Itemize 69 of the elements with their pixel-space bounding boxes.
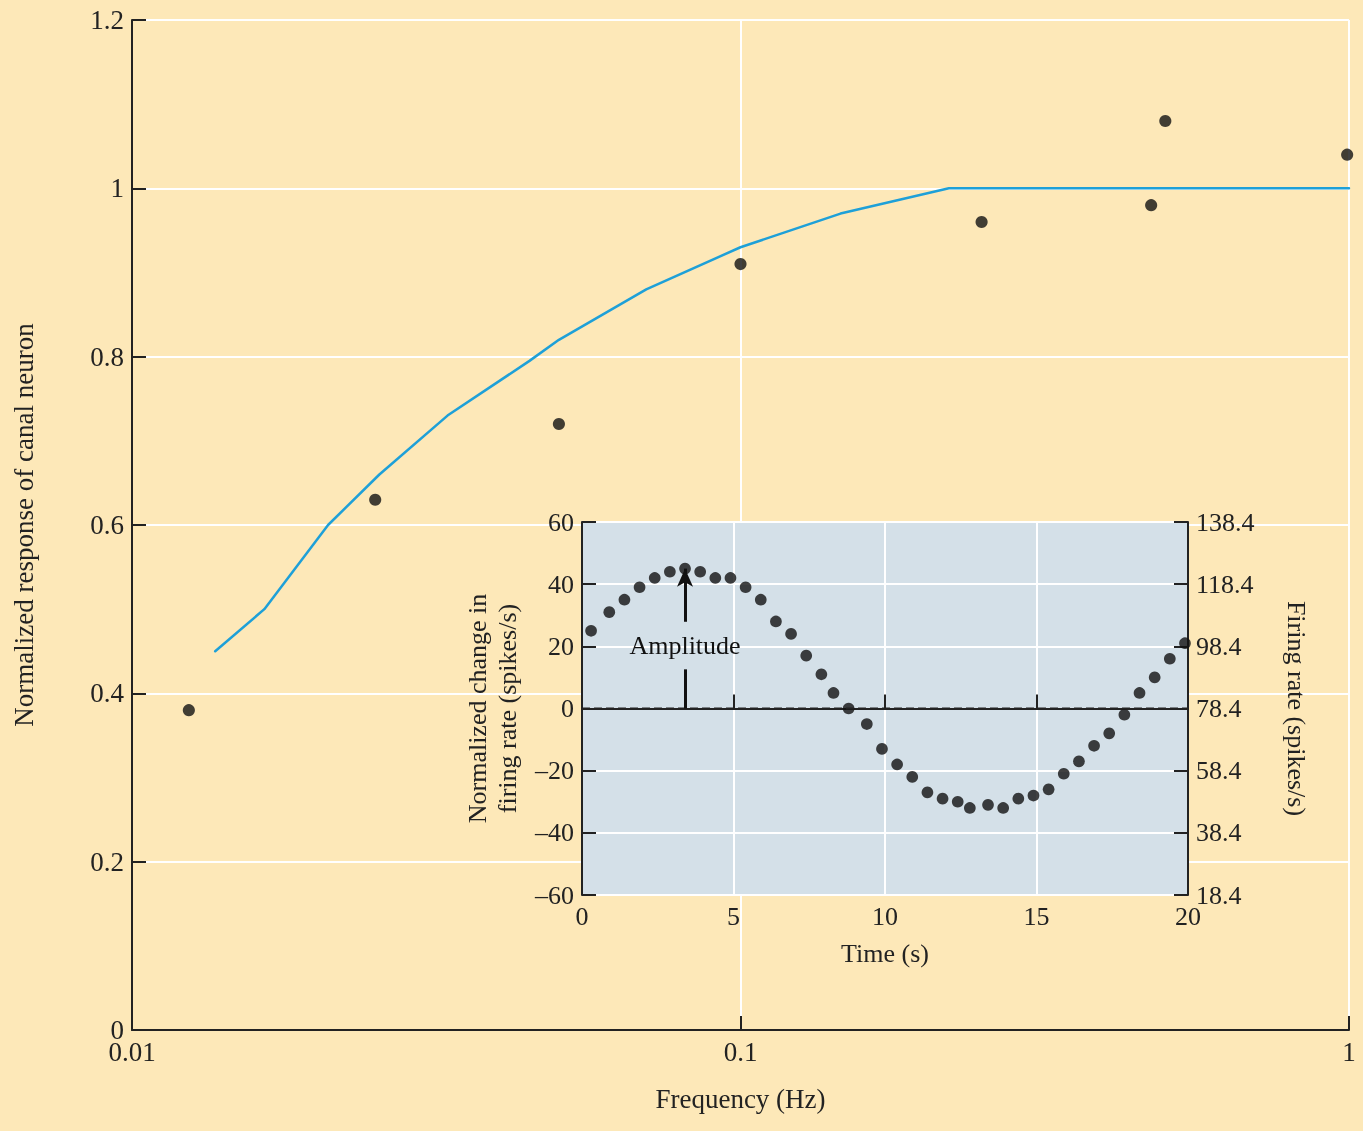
point <box>1057 767 1070 780</box>
y2-tick-label: 58.4 <box>1196 756 1242 786</box>
point <box>1179 637 1191 650</box>
point <box>648 572 661 584</box>
y-tick-label: 0 <box>561 694 574 723</box>
point <box>876 743 888 755</box>
point <box>921 786 934 799</box>
x-tick-label: 0.1 <box>723 1036 758 1067</box>
x-tick-label: 1 <box>1342 1036 1356 1067</box>
point <box>815 668 828 681</box>
y-tick-label: 1.2 <box>90 5 124 35</box>
point <box>906 771 919 783</box>
y-axis-title: Normalized response of canal neuron <box>8 322 39 727</box>
point <box>709 572 722 584</box>
point <box>1118 708 1131 721</box>
point <box>1042 783 1055 796</box>
point <box>800 649 813 662</box>
point <box>754 593 767 606</box>
point <box>1103 727 1116 740</box>
y2-tick-label: 118.4 <box>1196 569 1254 599</box>
point <box>1133 687 1146 699</box>
x-tick-label: 20 <box>1175 901 1201 931</box>
point <box>770 615 782 628</box>
point <box>891 758 903 771</box>
point <box>936 792 949 805</box>
point <box>982 799 994 811</box>
y2-tick-label: 38.4 <box>1196 818 1242 848</box>
annotation: Amplitude <box>629 631 741 661</box>
y-tick-label: 0.4 <box>90 678 125 709</box>
y2-tick-label: 78.4 <box>1196 694 1242 723</box>
y-tick-label: –60 <box>534 880 574 910</box>
x-tick-label: 15 <box>1023 901 1050 931</box>
x-tick-label: 10 <box>872 901 898 931</box>
y2-axis-title: Firing rate (spikes/s) <box>1281 600 1311 817</box>
y-tick-label: –40 <box>534 818 574 848</box>
y-tick-label: 1 <box>110 173 124 204</box>
point <box>964 802 976 814</box>
point <box>664 565 676 578</box>
y-tick-label: 60 <box>548 507 574 537</box>
x-axis-title: Frequency (Hz) <box>655 1083 826 1114</box>
point <box>1027 789 1040 802</box>
point <box>618 593 631 606</box>
y-tick-label: 20 <box>548 631 574 661</box>
point <box>951 795 964 808</box>
y-axis-title: Normalized change in firing rate (spikes/s) <box>462 593 522 824</box>
point <box>633 581 646 594</box>
point <box>1148 671 1161 684</box>
y-tick-label: 0.6 <box>90 510 124 540</box>
point <box>1088 739 1100 752</box>
point <box>860 718 873 730</box>
x-axis-title: Time (s) <box>841 938 929 968</box>
y-tick-label: –20 <box>534 756 574 786</box>
point <box>785 628 797 640</box>
y2-tick-label: 138.4 <box>1196 507 1255 537</box>
point <box>603 606 616 618</box>
point <box>585 624 597 637</box>
point <box>694 565 707 578</box>
y-tick-label: 40 <box>548 569 574 599</box>
point <box>827 687 840 699</box>
y-tick-label: 0.2 <box>90 846 124 877</box>
point <box>1012 792 1025 805</box>
y2-tick-label: 98.4 <box>1196 631 1242 661</box>
point <box>724 572 737 584</box>
x-tick-label: 5 <box>727 901 740 931</box>
point <box>1073 755 1085 768</box>
point <box>997 802 1010 814</box>
point <box>1163 652 1176 665</box>
point <box>739 581 752 594</box>
y-tick-label: 0.8 <box>90 341 124 372</box>
